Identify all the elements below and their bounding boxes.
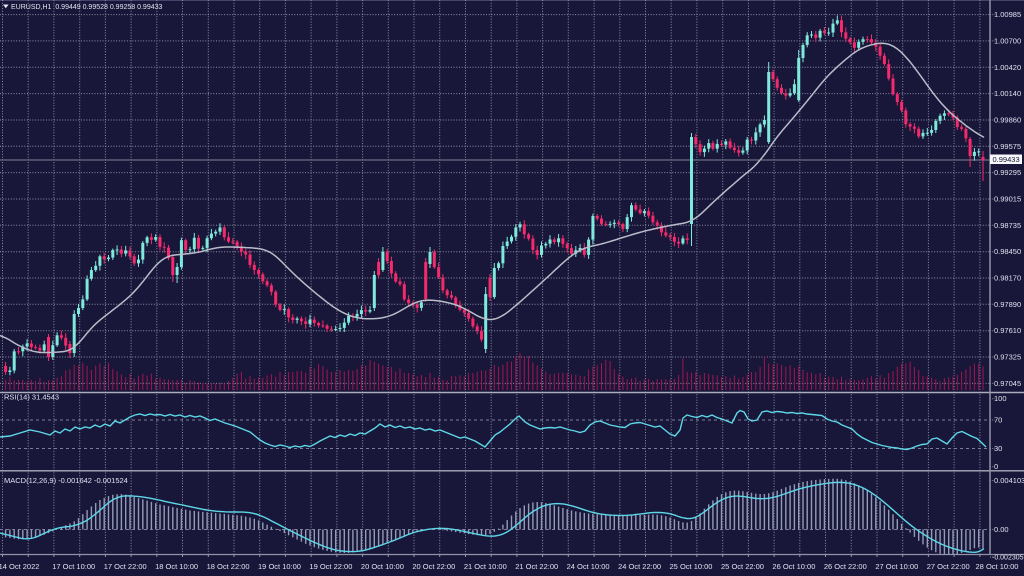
svg-text:24 Oct 22:00: 24 Oct 22:00 bbox=[618, 562, 661, 571]
svg-text:17 Oct 10:00: 17 Oct 10:00 bbox=[52, 562, 95, 571]
svg-text:14 Oct 2022: 14 Oct 2022 bbox=[0, 562, 39, 571]
svg-text:1.00700: 1.00700 bbox=[994, 36, 1021, 45]
svg-text:0.99860: 0.99860 bbox=[994, 116, 1021, 125]
svg-text:0.00: 0.00 bbox=[994, 525, 1009, 534]
svg-text:100: 100 bbox=[994, 394, 1007, 403]
svg-text:RSI(14) 31.4543: RSI(14) 31.4543 bbox=[4, 393, 59, 402]
svg-text:0: 0 bbox=[994, 462, 998, 471]
svg-text:1.00985: 1.00985 bbox=[994, 10, 1021, 19]
svg-text:18 Oct 22:00: 18 Oct 22:00 bbox=[207, 562, 250, 571]
svg-text:0.97610: 0.97610 bbox=[994, 326, 1021, 335]
svg-text:27 Oct 10:00: 27 Oct 10:00 bbox=[875, 562, 918, 571]
svg-text:0.98170: 0.98170 bbox=[994, 274, 1021, 283]
svg-text:28 Oct 10:00: 28 Oct 10:00 bbox=[976, 562, 1019, 571]
svg-text:30: 30 bbox=[994, 444, 1002, 453]
svg-text:0.97325: 0.97325 bbox=[994, 353, 1021, 362]
svg-text:70: 70 bbox=[994, 416, 1002, 425]
svg-text:0.99433: 0.99433 bbox=[993, 155, 1020, 164]
svg-text:0.99575: 0.99575 bbox=[994, 142, 1021, 151]
svg-text:0.98735: 0.98735 bbox=[994, 221, 1021, 230]
svg-text:18 Oct 10:00: 18 Oct 10:00 bbox=[155, 562, 198, 571]
svg-text:MACD(12,26,9) -0.001642 -0.001: MACD(12,26,9) -0.001642 -0.001524 bbox=[4, 476, 128, 485]
svg-text:1.00140: 1.00140 bbox=[994, 89, 1021, 98]
svg-text:21 Oct 10:00: 21 Oct 10:00 bbox=[464, 562, 507, 571]
svg-text:19 Oct 10:00: 19 Oct 10:00 bbox=[258, 562, 301, 571]
svg-text:0.98450: 0.98450 bbox=[994, 247, 1021, 256]
svg-text:17 Oct 22:00: 17 Oct 22:00 bbox=[104, 562, 147, 571]
svg-text:0.99015: 0.99015 bbox=[994, 195, 1021, 204]
svg-text:21 Oct 22:00: 21 Oct 22:00 bbox=[515, 562, 558, 571]
svg-text:0.99295: 0.99295 bbox=[994, 168, 1021, 177]
svg-text:25 Oct 22:00: 25 Oct 22:00 bbox=[721, 562, 764, 571]
svg-text:20 Oct 22:00: 20 Oct 22:00 bbox=[412, 562, 455, 571]
svg-text:0.004103: 0.004103 bbox=[994, 476, 1024, 485]
svg-text:20 Oct 10:00: 20 Oct 10:00 bbox=[361, 562, 404, 571]
svg-text:27 Oct 22:00: 27 Oct 22:00 bbox=[927, 562, 970, 571]
svg-text:26 Oct 22:00: 26 Oct 22:00 bbox=[824, 562, 867, 571]
svg-text:0.97045: 0.97045 bbox=[994, 379, 1021, 388]
svg-text:EURUSD,H1 0.99449 0.99528 0.9: EURUSD,H1 0.99449 0.99528 0.99258 0.9943… bbox=[11, 4, 162, 11]
svg-text:19 Oct 22:00: 19 Oct 22:00 bbox=[309, 562, 352, 571]
svg-text:26 Oct 10:00: 26 Oct 10:00 bbox=[772, 562, 815, 571]
svg-text:0.97890: 0.97890 bbox=[994, 300, 1021, 309]
svg-text:25 Oct 10:00: 25 Oct 10:00 bbox=[670, 562, 713, 571]
svg-text:-0.002305: -0.002305 bbox=[992, 555, 1024, 562]
svg-text:1.00420: 1.00420 bbox=[994, 63, 1021, 72]
svg-text:24 Oct 10:00: 24 Oct 10:00 bbox=[567, 562, 610, 571]
